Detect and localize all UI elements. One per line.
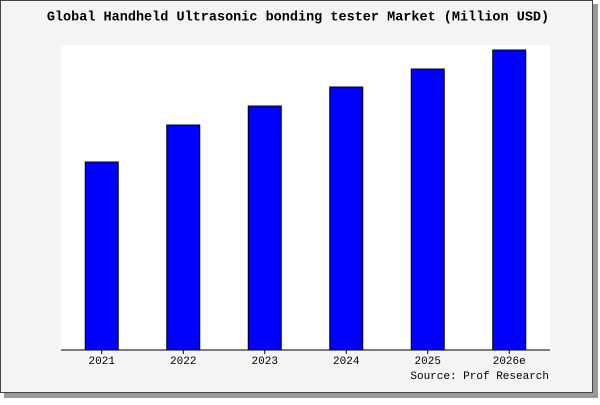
source-note: Source: Prof Research xyxy=(410,371,549,383)
chart-title: Global Handheld Ultrasonic bonding teste… xyxy=(47,11,549,26)
bar xyxy=(247,105,282,351)
x-tick-label: 2025 xyxy=(415,356,441,368)
bar xyxy=(84,161,119,351)
x-tick-label: 2022 xyxy=(170,356,196,368)
bar xyxy=(492,49,527,351)
x-tick-label: 2024 xyxy=(333,356,360,368)
x-tick-label: 2021 xyxy=(89,356,116,368)
plot-area xyxy=(61,45,550,350)
x-tick-label: 2026e xyxy=(493,356,526,368)
x-tick-label: 2023 xyxy=(252,356,278,368)
bar xyxy=(329,86,364,351)
bar xyxy=(410,68,445,351)
bar xyxy=(166,124,201,351)
